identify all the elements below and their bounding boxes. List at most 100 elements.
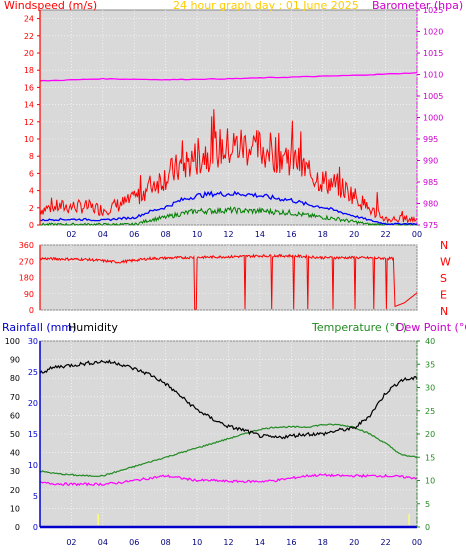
rainfall-tick-label: 20 (28, 399, 38, 408)
humidity-tick-label: 20 (10, 486, 20, 495)
direction-y-tick-label: 90 (24, 290, 34, 299)
wind-x-tick-label: 00 (412, 230, 422, 239)
wind-y-tick-label: 20 (24, 49, 34, 58)
humidity-tick-label: 40 (10, 449, 20, 458)
direction-y-tick-label: 0 (29, 306, 34, 315)
rainfall-tick-label: 30 (28, 337, 38, 346)
temp-x-tick-label: 10 (192, 538, 202, 547)
wind-y-tick-label: 14 (24, 101, 34, 110)
barometer-tick-label: 1000 (423, 114, 443, 123)
wind-y-tick-label: 6 (29, 169, 34, 178)
humidity-tick-label: 90 (10, 356, 20, 365)
direction-y-tick-label: 180 (19, 274, 34, 283)
wind-x-tick-label: 18 (318, 230, 328, 239)
wind-direction-line (39, 253, 418, 310)
wind-y-tick-label: 24 (24, 15, 34, 24)
wind-x-tick-label: 12 (223, 230, 233, 239)
axis-layer: 0246810121416182022249759809859909951000… (5, 6, 451, 547)
rainfall-tick-label: 5 (33, 492, 38, 501)
temp-x-tick-label: 00 (412, 538, 422, 547)
temperature-tick-label: 15 (425, 453, 435, 462)
wind-y-tick-label: 16 (24, 83, 34, 92)
barometer-axis-label: Barometer (hpa) (372, 0, 463, 12)
data-layer (39, 71, 418, 529)
humidity-tick-label: 70 (10, 393, 20, 402)
compass-label: W (440, 256, 451, 269)
rainfall-tick-label: 15 (28, 430, 38, 439)
temperature-tick-label: 40 (425, 337, 435, 346)
rainfall-tick-label: 10 (28, 461, 38, 470)
compass-label: E (440, 289, 447, 302)
windspeed-axis-label: Windspeed (m/s) (4, 0, 97, 12)
wind-x-tick-label: 08 (161, 230, 171, 239)
humidity-tick-label: 100 (5, 337, 20, 346)
windspeed-low-line (40, 205, 417, 226)
barometer-tick-label: 1025 (423, 6, 443, 15)
wind-y-tick-label: 4 (29, 187, 34, 196)
temperature-tick-label: 10 (425, 477, 435, 486)
temperature-tick-label: 25 (425, 407, 435, 416)
temperature-tick-label: 35 (425, 360, 435, 369)
barometer-tick-label: 975 (423, 221, 438, 230)
temp-x-tick-label: 14 (255, 538, 265, 547)
wind-x-tick-label: 22 (380, 230, 390, 239)
humidity-tick-label: 60 (10, 411, 20, 420)
compass-label: S (440, 272, 447, 285)
humidity-tick-label: 50 (10, 430, 20, 439)
temperature-axis-label: Temperature (°C) (311, 321, 407, 334)
windspeed-gust-line (39, 109, 418, 224)
temp-x-tick-label: 08 (161, 538, 171, 547)
direction-y-tick-label: 270 (19, 257, 34, 266)
temp-x-tick-label: 12 (223, 538, 233, 547)
dewpoint-axis-label: Dew Point (°C) (396, 321, 466, 334)
wind-y-tick-label: 0 (29, 221, 34, 230)
barometer-tick-label: 990 (423, 157, 438, 166)
barometer-tick-label: 1020 (423, 28, 443, 37)
temp-x-tick-label: 16 (286, 538, 296, 547)
temperature-tick-label: 0 (425, 523, 430, 532)
wind-y-tick-label: 18 (24, 66, 34, 75)
barometer-tick-label: 985 (423, 178, 438, 187)
humidity-tick-label: 10 (10, 504, 20, 513)
barometer-tick-label: 1010 (423, 71, 443, 80)
barometer-tick-label: 1005 (423, 92, 443, 101)
rainfall-tick-label: 25 (28, 368, 38, 377)
temp-x-tick-label: 04 (98, 538, 108, 547)
barometer-tick-label: 1015 (423, 49, 443, 58)
temp-x-tick-label: 02 (66, 538, 76, 547)
temperature-tick-label: 5 (425, 500, 430, 509)
wind-x-tick-label: 06 (129, 230, 139, 239)
humidity-line (39, 359, 418, 440)
rainfall-tick-label: 0 (33, 523, 38, 532)
temp-x-tick-label: 20 (349, 538, 359, 547)
barometer-tick-label: 980 (423, 200, 438, 209)
wind-x-tick-label: 14 (255, 230, 265, 239)
compass-label: N (440, 239, 448, 252)
wind-y-tick-label: 22 (24, 32, 34, 41)
humidity-tick-label: 0 (15, 523, 20, 532)
wind-y-tick-label: 12 (24, 118, 34, 127)
wind-x-tick-label: 02 (66, 230, 76, 239)
direction-y-tick-label: 360 (19, 241, 34, 250)
temp-x-tick-label: 06 (129, 538, 139, 547)
wind-x-tick-label: 04 (98, 230, 108, 239)
rainfall-axis-label: Rainfall (mm) (2, 321, 76, 334)
wind-x-tick-label: 16 (286, 230, 296, 239)
temperature-tick-label: 20 (425, 430, 435, 439)
wind-y-tick-label: 2 (29, 204, 34, 213)
compass-label: N (440, 305, 448, 318)
temperature-tick-label: 30 (425, 384, 435, 393)
wind-y-tick-label: 8 (29, 152, 34, 161)
wind-x-tick-label: 20 (349, 230, 359, 239)
wind-y-tick-label: 10 (24, 135, 34, 144)
wind-x-tick-label: 10 (192, 230, 202, 239)
humidity-tick-label: 30 (10, 467, 20, 476)
humidity-tick-label: 80 (10, 374, 20, 383)
temp-x-tick-label: 18 (318, 538, 328, 547)
chart-title: 24 hour graph day : 01 June 2025 (173, 0, 359, 12)
barometer-tick-label: 995 (423, 135, 438, 144)
wind-panel-bg (39, 9, 418, 226)
dewpoint-line (39, 473, 418, 487)
